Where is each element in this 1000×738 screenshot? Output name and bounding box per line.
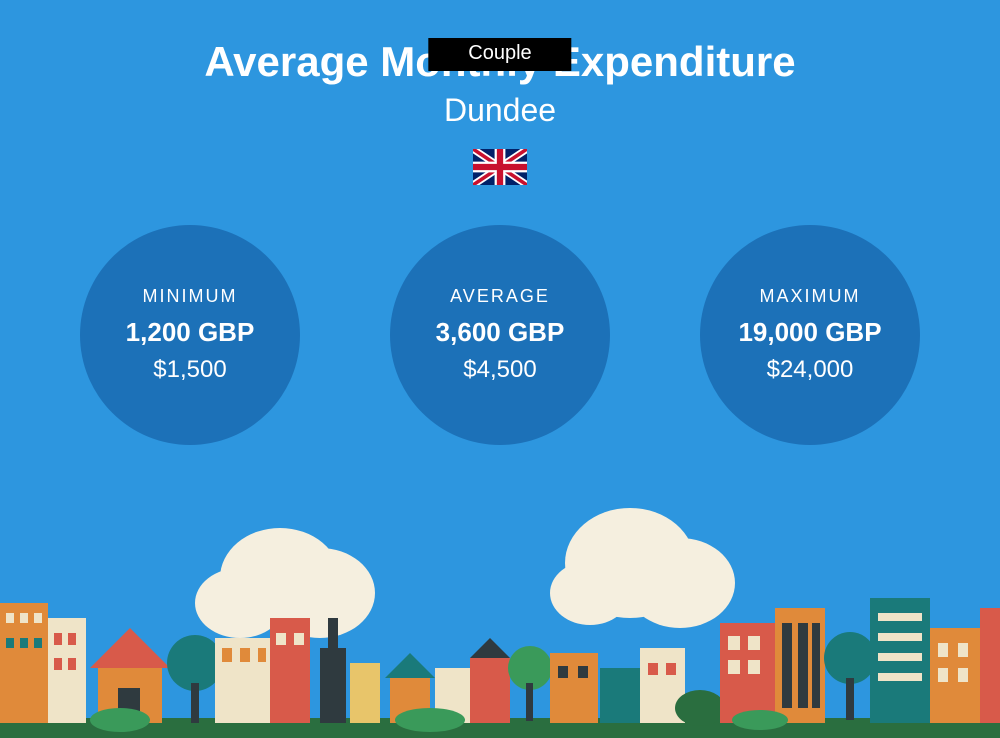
- city-name: Dundee: [0, 92, 1000, 129]
- stat-usd: $24,000: [767, 356, 854, 384]
- stat-circles: MINIMUM 1,200 GBP $1,500 AVERAGE 3,600 G…: [0, 225, 1000, 445]
- stat-circle-maximum: MAXIMUM 19,000 GBP $24,000: [700, 225, 920, 445]
- stat-gbp: 1,200 GBP: [126, 317, 255, 348]
- stat-usd: $4,500: [463, 356, 536, 384]
- stat-gbp: 3,600 GBP: [436, 317, 565, 348]
- stat-usd: $1,500: [153, 356, 226, 384]
- stat-circle-average: AVERAGE 3,600 GBP $4,500: [390, 225, 610, 445]
- stat-label: MINIMUM: [143, 286, 238, 307]
- stat-gbp: 19,000 GBP: [738, 317, 881, 348]
- stat-label: AVERAGE: [450, 286, 550, 307]
- stat-label: MAXIMUM: [760, 286, 861, 307]
- stat-circle-minimum: MINIMUM 1,200 GBP $1,500: [80, 225, 300, 445]
- category-badge: Couple: [428, 38, 571, 71]
- uk-flag-icon: [473, 149, 527, 185]
- skyline-illustration: [0, 508, 1000, 738]
